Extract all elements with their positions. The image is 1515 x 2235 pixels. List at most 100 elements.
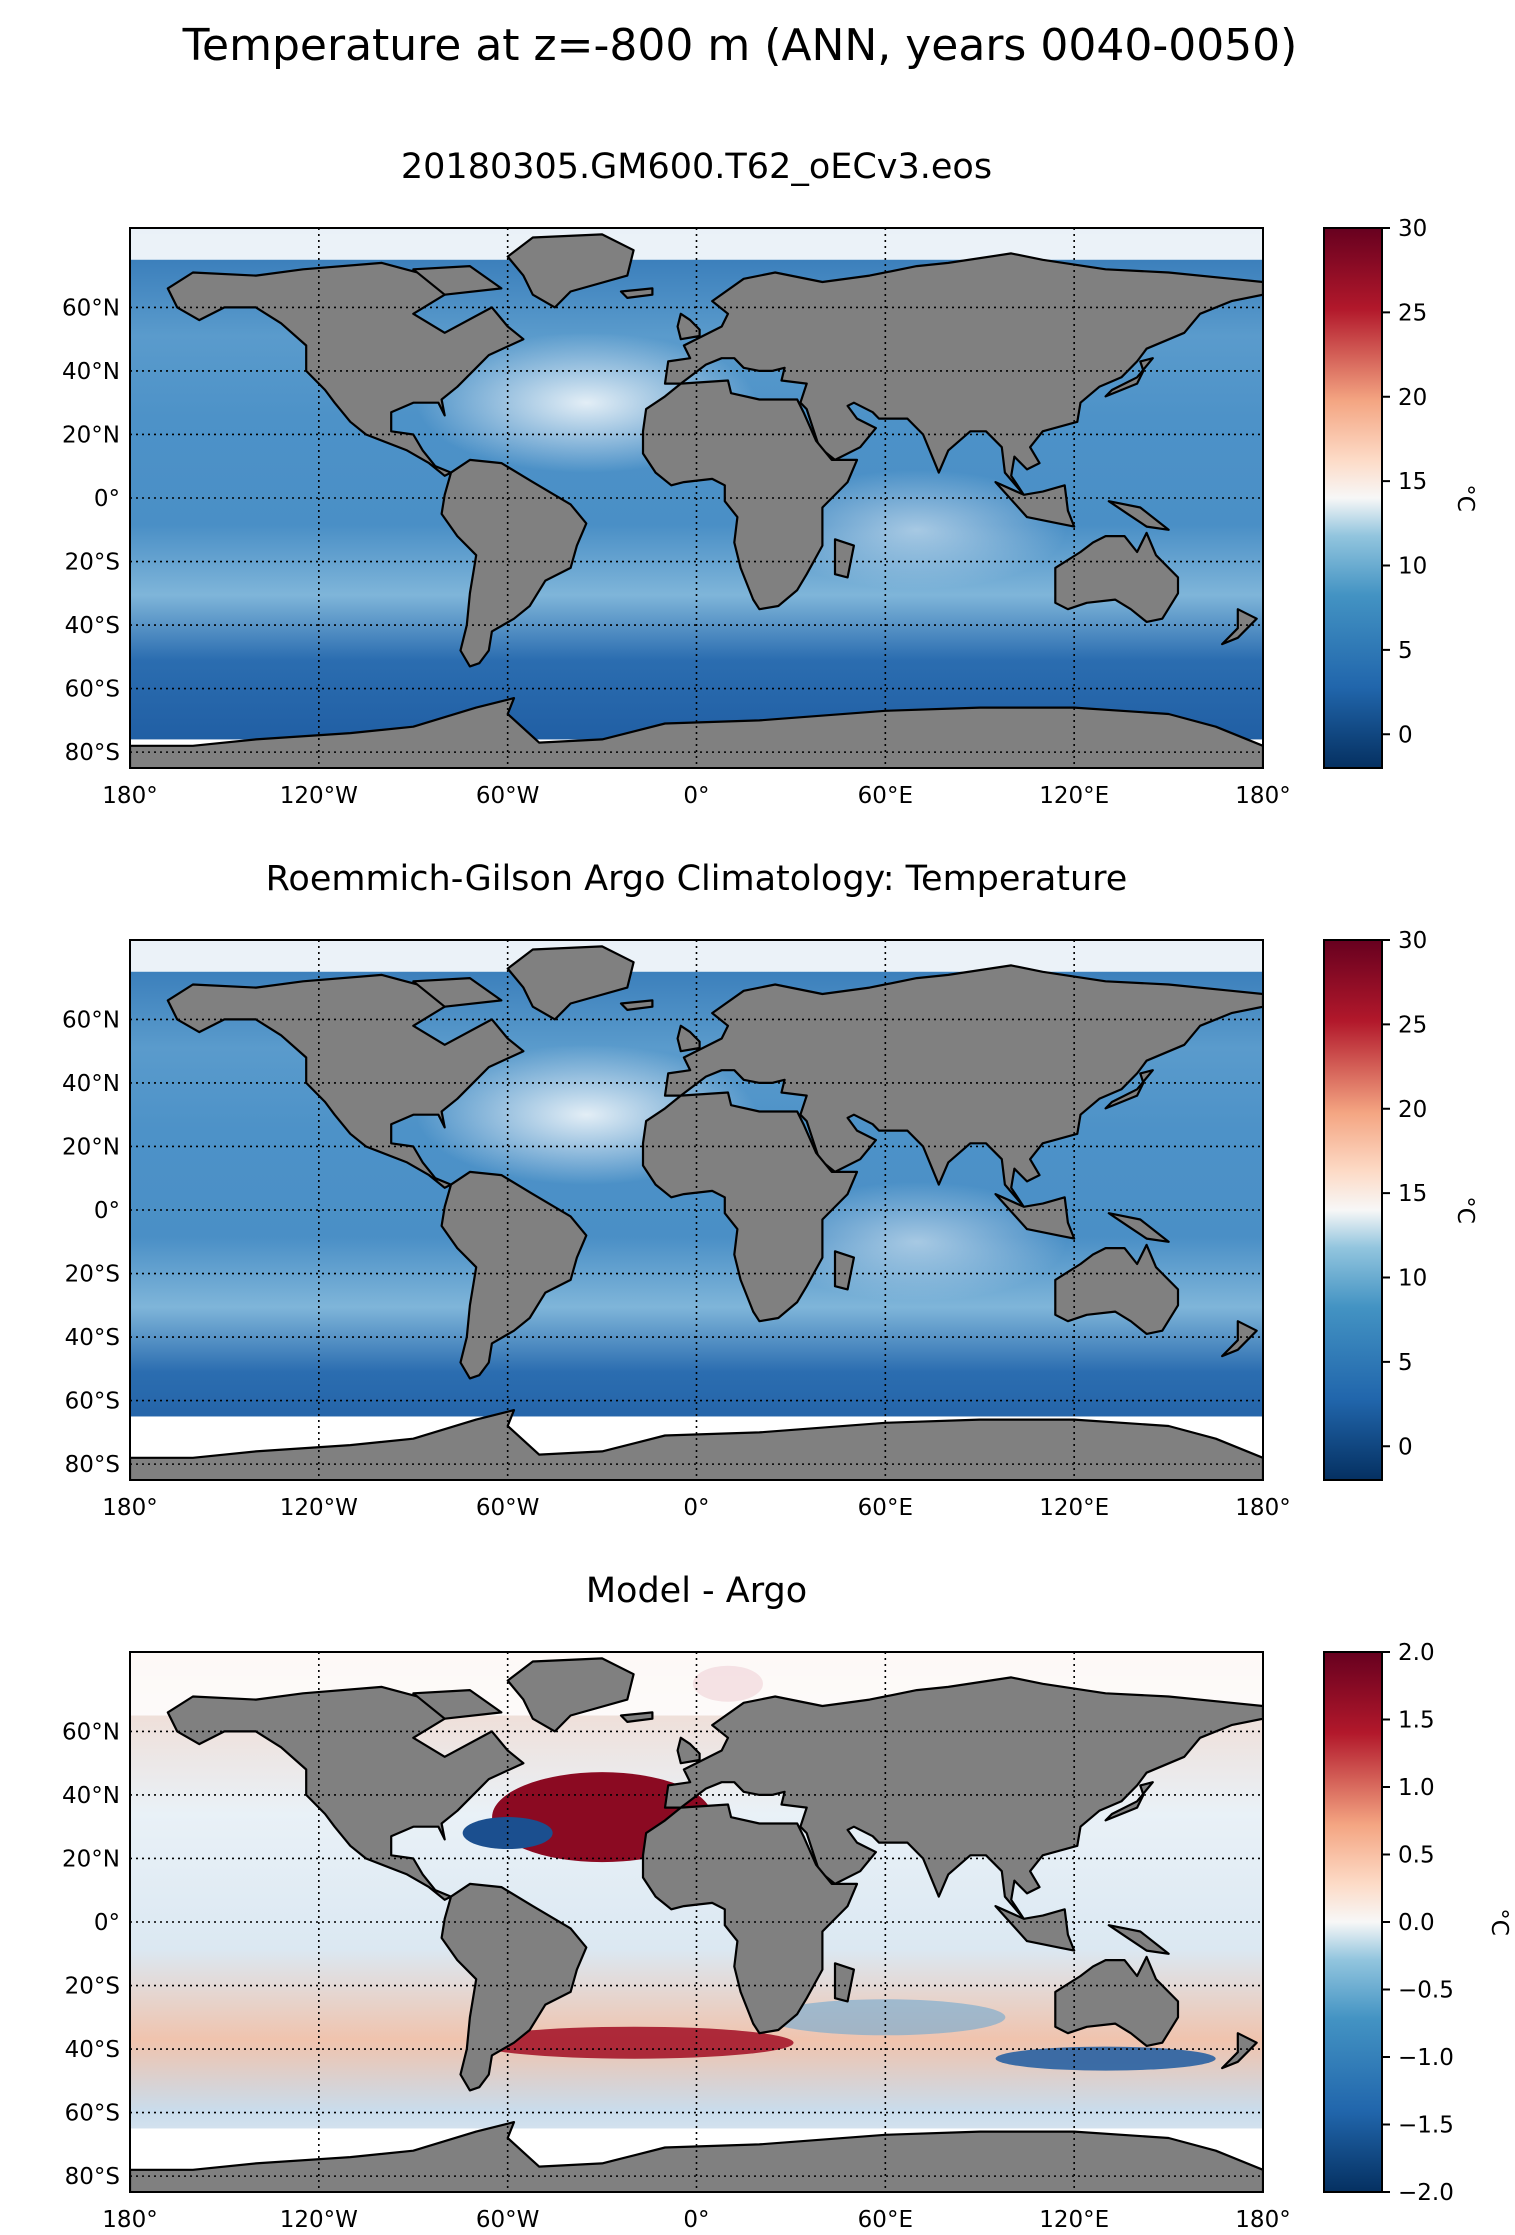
lat-tick-label: 20°N: [62, 1846, 120, 1872]
colorbar-tick-label: 1.0: [1398, 1775, 1435, 1801]
colorbar-tick-label: 15: [1398, 1181, 1427, 1207]
land-newGuinea: [1107, 1212, 1170, 1243]
colorbar-gradient: [1323, 227, 1383, 769]
land-baffin: [412, 976, 503, 1008]
land-japan: [1104, 1781, 1154, 1822]
lon-tick-label: 180°: [102, 1495, 157, 1521]
colorbar: 0 5 10 15 20 25 30 °C: [1323, 216, 1478, 769]
lat-tick-label: 20°N: [62, 422, 120, 448]
lat-tick-label: 20°N: [62, 1134, 120, 1160]
lat-tick-label: 60°N: [62, 1007, 120, 1033]
map-field: [130, 1652, 1263, 2192]
land-eurasia: [663, 964, 1263, 1208]
colorbar-label: °C: [1452, 1196, 1478, 1224]
land-iceland: [619, 287, 654, 299]
land-madagascar: [833, 1250, 856, 1291]
lat-tick-label: 80°S: [65, 740, 120, 766]
panel-title: Model - Argo: [586, 1571, 807, 1611]
colorbar-tick-label: 25: [1398, 300, 1427, 326]
map-panel-1: 20180305.GM600.T62_oECv3.eos 60°N 40°N 20°N…: [62, 147, 1478, 809]
colorbar-gradient: [1323, 1651, 1383, 2193]
indian-ocean-cold-bias: [765, 1999, 1006, 2036]
land-northAmerica: [166, 261, 525, 477]
land-southAmerica: [440, 458, 588, 668]
lat-tick-label: 60°N: [62, 295, 120, 321]
missing-data-arctic: [130, 228, 1263, 260]
lon-tick-label: 60°W: [476, 2207, 540, 2233]
lon-tick-label: 120°E: [1039, 2207, 1109, 2233]
land-australia: [1054, 531, 1180, 624]
land-southAmerica: [440, 1882, 588, 2092]
lat-tick-label: 60°S: [65, 2101, 120, 2127]
colorbar-tick-label: 25: [1398, 1012, 1427, 1038]
colorbar-tick-label: 0.5: [1398, 1843, 1435, 1869]
lat-tick-label: 60°N: [62, 1719, 120, 1745]
lat-tick-label: 60°S: [65, 677, 120, 703]
colorbar-tick-label: 0.0: [1398, 1910, 1435, 1936]
land-australia: [1054, 1243, 1180, 1336]
lon-tick-label: 60°W: [476, 1495, 540, 1521]
land-newZealand: [1220, 2032, 1258, 2070]
map-frame: [129, 1651, 1264, 2193]
land-indonesia: [994, 481, 1076, 528]
land-baffin: [412, 265, 503, 296]
south-indian-cold-bias: [995, 2046, 1216, 2071]
land-eurasia: [663, 1676, 1263, 1920]
lat-tick-label: 60°S: [65, 1389, 120, 1415]
colorbar: 0 5 10 15 20 25 30 °C: [1323, 928, 1478, 1481]
land-indonesia: [994, 1192, 1076, 1240]
lat-tick-label: 20°S: [65, 550, 120, 576]
lat-tick-label: 20°S: [65, 1262, 120, 1288]
land-newZealand: [1220, 1320, 1258, 1358]
lat-tick-label: 40°S: [65, 1325, 120, 1351]
lon-tick-label: 0°: [683, 2207, 709, 2233]
lat-tick-label: 40°S: [65, 613, 120, 639]
colorbar-tick-label: 30: [1398, 216, 1427, 242]
land-africa: [641, 1091, 859, 1323]
panel-title: Roemmich-Gilson Argo Climatology: Temper…: [266, 859, 1128, 899]
colorbar-tick-label: 5: [1398, 1350, 1413, 1376]
lon-tick-label: 180°: [102, 783, 157, 809]
colorbar-label: °C: [1486, 1908, 1512, 1936]
land-newGuinea: [1107, 500, 1170, 531]
lat-tick-label: 40°S: [65, 2037, 120, 2063]
panels-container: 20180305.GM600.T62_oECv3.eos 60°N 40°N 20°N…: [62, 147, 1512, 2233]
lat-tick-label: 80°S: [65, 1452, 120, 1478]
colorbar-tick-label: 0: [1398, 1434, 1413, 1460]
land-newGuinea: [1107, 1924, 1170, 1955]
lat-tick-label: 20°S: [65, 1974, 120, 2000]
colorbar-tick-label: 15: [1398, 469, 1427, 495]
map-frame: [129, 227, 1264, 769]
map-panel-2: Roemmich-Gilson Argo Climatology: Temper…: [62, 859, 1478, 1521]
land-greenland: [506, 233, 635, 309]
land-northAmerica: [166, 1685, 525, 1901]
land-iceland: [619, 1711, 654, 1724]
land-uk: [676, 312, 701, 341]
missing-data-arctic: [130, 940, 1263, 972]
colorbar-tick-label: 10: [1398, 1266, 1427, 1292]
lon-tick-label: 180°: [102, 2207, 157, 2233]
land-greenland: [506, 945, 635, 1021]
map-frame: [129, 939, 1264, 1481]
lon-tick-label: 120°W: [280, 1495, 358, 1521]
lat-tick-label: 0°: [94, 1910, 120, 1936]
lat-tick-label: 40°N: [62, 1783, 120, 1809]
map-field: [130, 940, 1263, 1480]
land-iceland: [619, 999, 654, 1012]
lon-tick-label: 180°: [1235, 1495, 1290, 1521]
lon-tick-label: 180°: [1235, 783, 1290, 809]
colorbar: −2.0 −1.5 −1.0 −0.5 0.0 0.5 1.0 1.5 2.0 °C: [1323, 1640, 1512, 2206]
lon-tick-label: 60°E: [858, 1495, 913, 1521]
land-uk: [676, 1736, 701, 1765]
land-japan: [1104, 1069, 1154, 1110]
lon-tick-label: 120°W: [280, 783, 358, 809]
colorbar-tick-label: −1.0: [1398, 2045, 1454, 2071]
lon-tick-label: 120°E: [1039, 783, 1109, 809]
land-northAmerica: [166, 973, 525, 1189]
land-australia: [1054, 1955, 1180, 2048]
lon-tick-label: 60°W: [476, 783, 540, 809]
land-madagascar: [833, 538, 856, 579]
colorbar-tick-label: 10: [1398, 554, 1427, 580]
lon-tick-label: 0°: [683, 783, 709, 809]
colorbar-tick-label: 2.0: [1398, 1640, 1435, 1666]
